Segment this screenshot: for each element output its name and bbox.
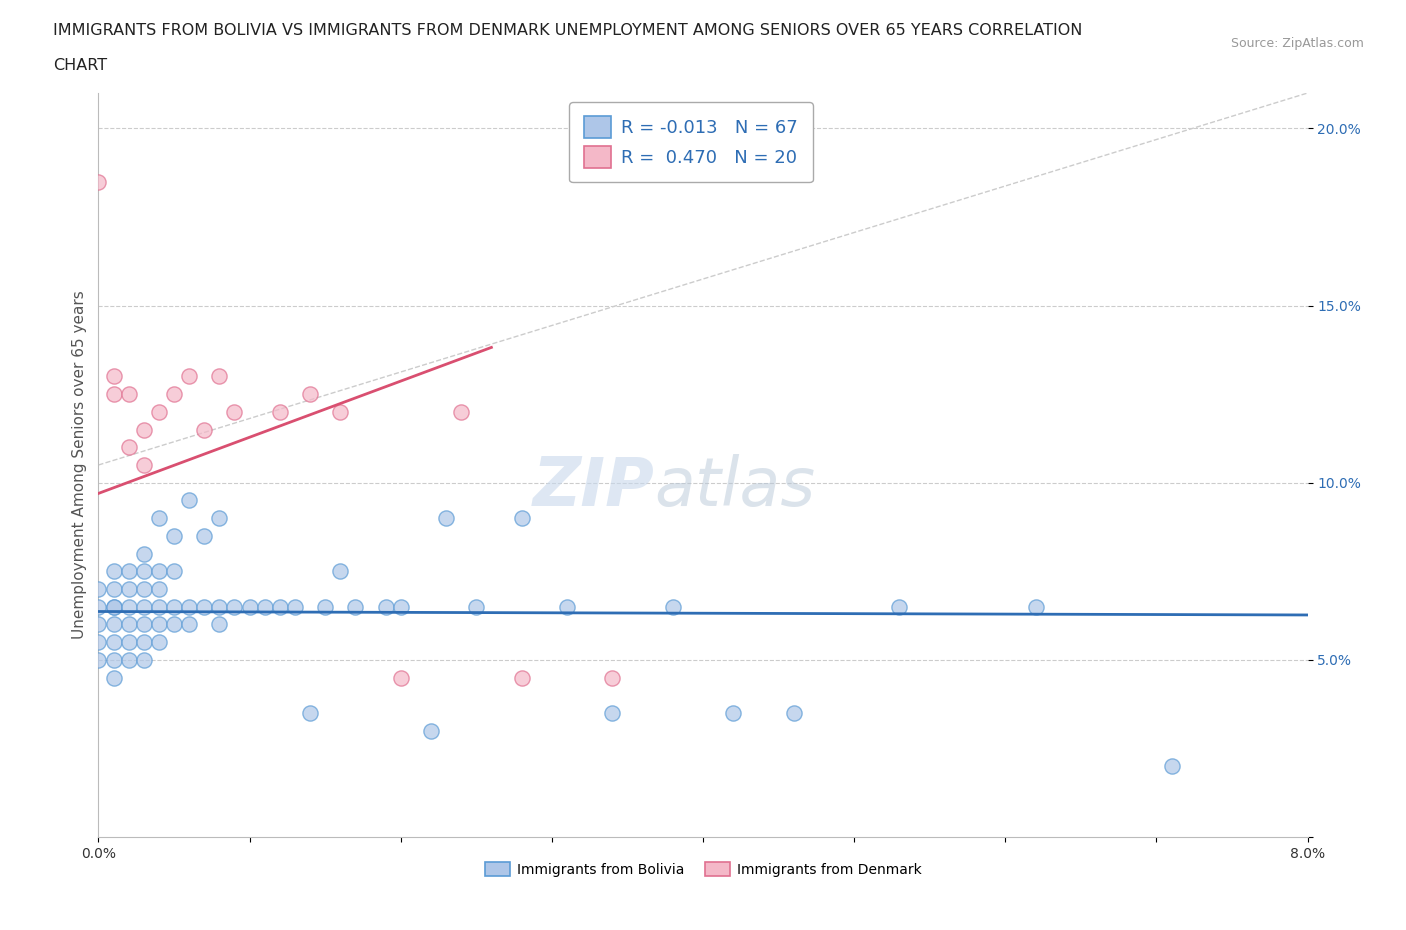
Point — [103, 634, 125, 649]
Point — [118, 564, 141, 578]
Point — [344, 599, 367, 614]
Point — [132, 634, 155, 649]
Point — [253, 599, 276, 614]
Point — [132, 458, 155, 472]
Point — [103, 599, 125, 614]
Point — [148, 634, 170, 649]
Text: IMMIGRANTS FROM BOLIVIA VS IMMIGRANTS FROM DENMARK UNEMPLOYMENT AMONG SENIORS OV: IMMIGRANTS FROM BOLIVIA VS IMMIGRANTS FR… — [53, 23, 1083, 38]
Point — [434, 511, 457, 525]
Point — [602, 706, 624, 721]
Point — [329, 564, 352, 578]
Point — [299, 387, 322, 402]
Point — [193, 422, 215, 437]
Point — [87, 653, 110, 668]
Point — [193, 528, 215, 543]
Point — [163, 599, 186, 614]
Point — [661, 599, 683, 614]
Point — [420, 724, 443, 738]
Point — [269, 599, 291, 614]
Point — [179, 369, 201, 384]
Point — [103, 369, 125, 384]
Point — [87, 581, 110, 596]
Point — [179, 617, 201, 631]
Point — [239, 599, 262, 614]
Point — [103, 387, 125, 402]
Point — [510, 671, 533, 685]
Point — [510, 511, 533, 525]
Point — [148, 617, 170, 631]
Point — [163, 617, 186, 631]
Point — [602, 671, 624, 685]
Text: atlas: atlas — [655, 455, 815, 520]
Point — [389, 599, 412, 614]
Point — [118, 599, 141, 614]
Point — [179, 493, 201, 508]
Point — [103, 617, 125, 631]
Point — [132, 581, 155, 596]
Point — [132, 564, 155, 578]
Point — [193, 599, 215, 614]
Point — [1025, 599, 1047, 614]
Point — [148, 599, 170, 614]
Point — [148, 405, 170, 419]
Text: Source: ZipAtlas.com: Source: ZipAtlas.com — [1230, 37, 1364, 50]
Point — [103, 581, 125, 596]
Point — [208, 511, 231, 525]
Point — [329, 405, 352, 419]
Point — [374, 599, 396, 614]
Point — [555, 599, 578, 614]
Point — [299, 706, 322, 721]
Y-axis label: Unemployment Among Seniors over 65 years: Unemployment Among Seniors over 65 years — [72, 291, 87, 640]
Point — [163, 387, 186, 402]
Point — [132, 546, 155, 561]
Point — [87, 599, 110, 614]
Point — [148, 581, 170, 596]
Point — [783, 706, 806, 721]
Point — [208, 369, 231, 384]
Point — [208, 617, 231, 631]
Point — [87, 174, 110, 189]
Point — [889, 599, 911, 614]
Point — [87, 617, 110, 631]
Point — [87, 634, 110, 649]
Point — [269, 405, 291, 419]
Point — [465, 599, 488, 614]
Legend: Immigrants from Bolivia, Immigrants from Denmark: Immigrants from Bolivia, Immigrants from… — [479, 857, 927, 883]
Point — [118, 581, 141, 596]
Point — [132, 653, 155, 668]
Point — [1160, 759, 1182, 774]
Point — [132, 422, 155, 437]
Point — [132, 599, 155, 614]
Point — [389, 671, 412, 685]
Point — [103, 653, 125, 668]
Point — [118, 617, 141, 631]
Point — [284, 599, 307, 614]
Point — [224, 599, 246, 614]
Text: ZIP: ZIP — [533, 455, 655, 520]
Point — [132, 617, 155, 631]
Point — [118, 387, 141, 402]
Point — [118, 440, 141, 455]
Point — [224, 405, 246, 419]
Point — [148, 511, 170, 525]
Point — [118, 634, 141, 649]
Point — [163, 528, 186, 543]
Point — [723, 706, 745, 721]
Point — [148, 564, 170, 578]
Point — [450, 405, 472, 419]
Point — [208, 599, 231, 614]
Text: CHART: CHART — [53, 58, 107, 73]
Point — [179, 599, 201, 614]
Point — [103, 599, 125, 614]
Point — [163, 564, 186, 578]
Point — [118, 653, 141, 668]
Point — [103, 564, 125, 578]
Point — [103, 671, 125, 685]
Point — [314, 599, 336, 614]
